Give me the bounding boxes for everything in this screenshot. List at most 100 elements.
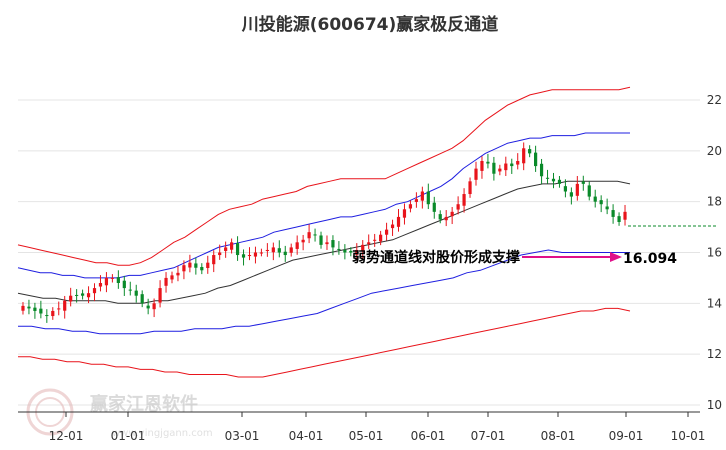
candle-body <box>474 168 478 180</box>
candle-body <box>510 163 514 167</box>
candle-body <box>98 283 103 287</box>
annotation-value: 16.094 <box>623 251 677 267</box>
candle-body <box>39 308 43 314</box>
candle-body <box>116 277 120 283</box>
candle-body <box>182 265 186 272</box>
candle-body <box>319 235 323 245</box>
x-tick-label: 12-01 <box>49 429 84 443</box>
candle-body <box>86 293 91 298</box>
candle-body <box>337 248 341 250</box>
candle-body <box>146 305 150 309</box>
candle-body <box>384 229 389 235</box>
channel-bands <box>17 86 631 378</box>
candle-body <box>134 290 138 296</box>
candle-body <box>450 211 454 217</box>
y-tick-label: 10 <box>707 398 722 412</box>
arrow-head-icon <box>610 252 622 262</box>
y-tick-label: 12 <box>707 347 722 361</box>
x-tick-label: 07-01 <box>471 429 506 443</box>
candle-body <box>21 305 25 311</box>
watermark-url: www.yingjgann.com <box>112 428 213 439</box>
candle-body <box>218 252 222 256</box>
candle-body <box>438 214 442 220</box>
candle-body <box>563 186 568 192</box>
candle-body <box>569 192 573 197</box>
candle-body <box>617 216 621 222</box>
candle-body <box>480 161 484 171</box>
band-inner-upper <box>17 132 630 279</box>
x-tick-label: 10-01 <box>671 429 706 443</box>
x-tick-label: 04-01 <box>289 429 324 443</box>
candle-body <box>343 249 347 253</box>
candle-body <box>247 255 252 257</box>
candle-body <box>325 242 329 245</box>
candlesticks <box>21 142 627 323</box>
support-annotation: 弱势通道线对股价形成支撑 16.094 <box>352 249 677 267</box>
candle-body <box>522 148 526 164</box>
x-tick-label: 08-01 <box>541 429 576 443</box>
band-inner-lower <box>18 249 630 335</box>
y-tick-label: 22 <box>707 93 722 107</box>
candle-body <box>426 191 430 205</box>
candle-body <box>235 243 240 256</box>
x-tick-label: 05-01 <box>349 429 384 443</box>
candle-body <box>349 250 353 253</box>
candle-body <box>313 234 317 236</box>
x-tick-label: 06-01 <box>411 429 446 443</box>
candle-body <box>402 209 407 218</box>
x-tick-label: 01-01 <box>111 429 146 443</box>
candle-body <box>33 307 37 311</box>
candle-body <box>414 199 418 202</box>
candle-body <box>307 232 311 239</box>
candle-body <box>361 244 365 251</box>
candle-body <box>110 277 114 279</box>
candle-body <box>367 242 371 245</box>
candle-body <box>301 239 305 243</box>
y-axis-ticks: 10 12 14 16 18 20 22 <box>707 93 722 412</box>
candle-body <box>230 242 234 250</box>
candle-body <box>355 249 359 255</box>
candle-body <box>468 181 472 195</box>
candle-body <box>498 168 502 172</box>
candle-body <box>212 255 216 265</box>
x-tick-label: 09-01 <box>609 429 644 443</box>
candle-body <box>557 179 562 184</box>
annotation-text: 弱势通道线对股价形成支撑 <box>352 249 520 266</box>
candle-body <box>516 161 520 165</box>
candle-body <box>63 300 67 311</box>
candle-body <box>277 248 281 253</box>
y-tick-label: 20 <box>707 144 722 158</box>
candle-body <box>265 249 269 251</box>
candle-body <box>51 310 55 317</box>
candle-body <box>176 272 180 276</box>
candle-body <box>57 308 61 310</box>
candle-body <box>390 224 395 229</box>
candle-body <box>492 162 496 174</box>
candle-body <box>581 181 585 184</box>
candle-body <box>373 239 377 241</box>
candle-body <box>152 303 156 310</box>
candle-body <box>432 202 436 212</box>
y-tick-label: 14 <box>707 296 722 310</box>
candle-body <box>611 210 615 217</box>
candle-body <box>534 152 538 167</box>
candle-body <box>539 163 544 177</box>
candle-body <box>158 288 162 303</box>
candle-body <box>122 280 126 289</box>
candle-body <box>92 288 97 294</box>
x-axis-ticks: 12-01 01-01 03-01 04-01 05-01 06-01 07-01 08-01… <box>49 412 706 443</box>
band-outer-upper <box>17 86 631 266</box>
candle-body <box>69 295 73 302</box>
candle-body <box>164 277 168 286</box>
candle-body <box>396 216 401 227</box>
candle-body <box>188 262 192 268</box>
candle-body <box>575 183 579 196</box>
candle-body <box>283 251 287 256</box>
candle-body <box>128 289 132 291</box>
candle-body <box>456 204 460 210</box>
candle-body <box>104 277 109 286</box>
candle-body <box>528 149 532 154</box>
candle-body <box>289 247 293 253</box>
candle-body <box>587 185 591 197</box>
